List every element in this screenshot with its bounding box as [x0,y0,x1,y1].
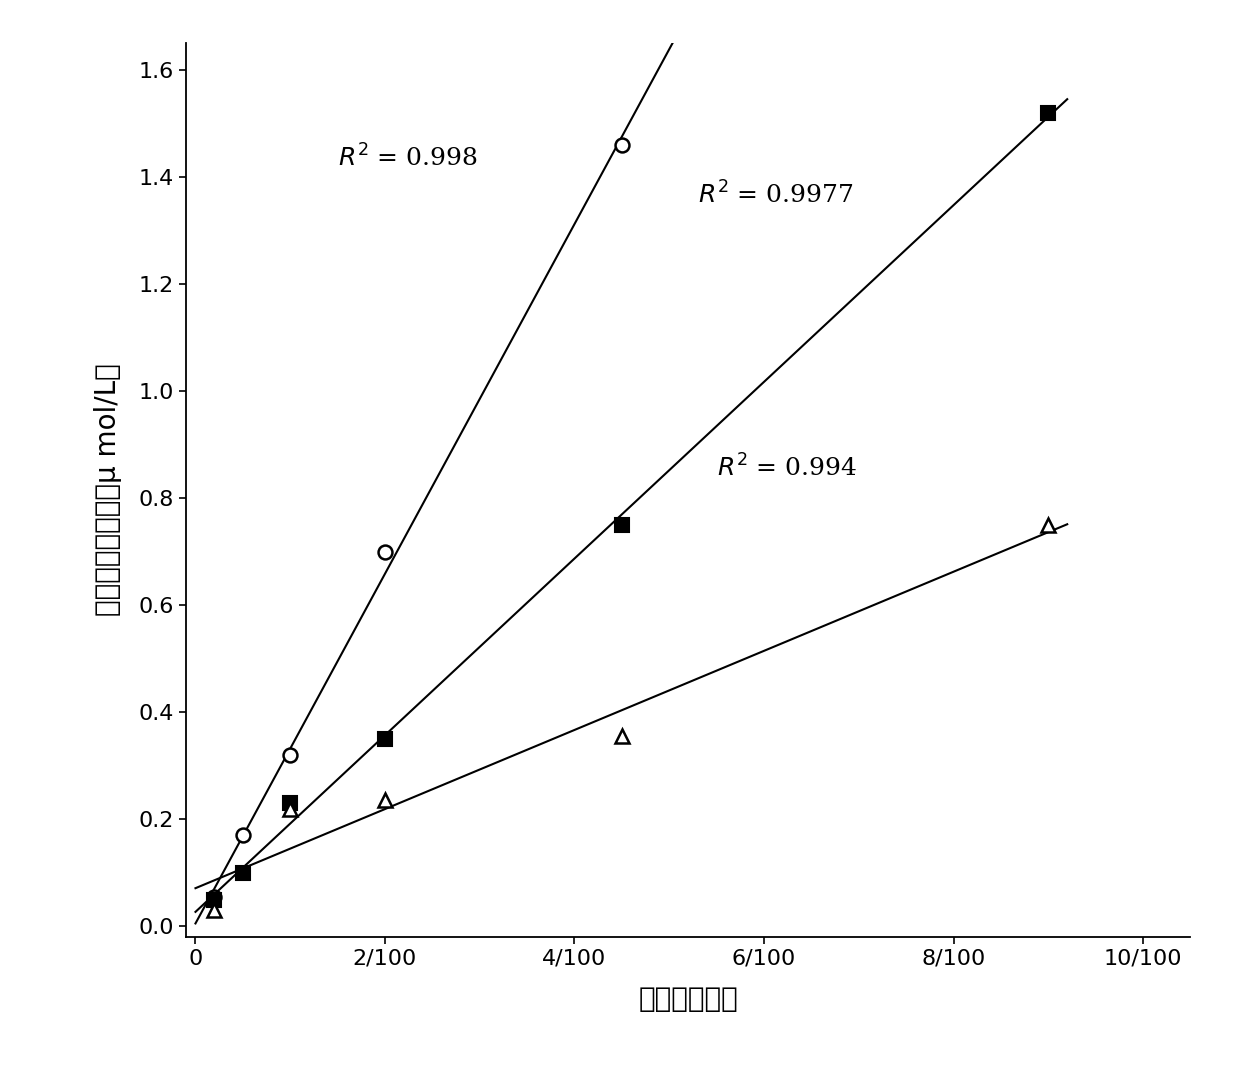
Y-axis label: 左氧氟沙星浓度（μ mol/L）: 左氧氟沙星浓度（μ mol/L） [94,364,122,616]
Text: $R^2$ = 0.994: $R^2$ = 0.994 [717,454,857,481]
Text: $R^2$ = 0.9977: $R^2$ = 0.9977 [698,181,853,209]
X-axis label: 血清稀释比率: 血清稀释比率 [639,985,738,1013]
Text: $R^2$ = 0.998: $R^2$ = 0.998 [337,144,477,171]
